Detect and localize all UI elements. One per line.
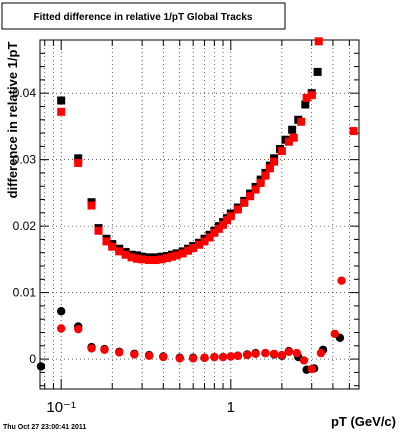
data-point: [261, 171, 270, 180]
data-point: [172, 251, 181, 260]
data-point: [226, 352, 235, 361]
data-point: [138, 255, 147, 264]
data-point: [108, 242, 117, 251]
y-axis-label: difference in relative 1/pT: [5, 42, 20, 199]
data-point: [159, 352, 168, 362]
data-point: [261, 348, 270, 358]
tick-labels: 0 0.01 0.02 0.03 0.04 10⁻¹ 1: [13, 86, 235, 416]
chart-title: Fitted difference in relative 1/pT Globa…: [34, 12, 253, 23]
data-point: [115, 348, 124, 357]
x-tick-label: 1: [227, 399, 235, 416]
data-point: [214, 224, 223, 233]
data-point: [151, 256, 160, 265]
data-point: [178, 249, 187, 258]
data-point: [127, 253, 136, 262]
data-point: [297, 117, 306, 126]
data-point: [284, 347, 294, 356]
data-point: [349, 127, 358, 136]
data-point: [133, 254, 142, 263]
data-point: [307, 91, 316, 100]
data-point: [167, 252, 176, 261]
data-point: [87, 201, 96, 210]
data-point: [240, 198, 249, 207]
data-point: [210, 228, 219, 237]
data-point: [277, 147, 286, 156]
data-point: [189, 244, 198, 253]
data-point: [130, 350, 139, 359]
data-point: [251, 185, 260, 194]
data-point: [162, 254, 171, 263]
data-point: [115, 247, 124, 256]
data-point: [233, 205, 242, 214]
data-point: [74, 158, 83, 167]
data-point: [145, 256, 154, 265]
y-tick-label: 0.02: [13, 219, 37, 233]
data-point: [100, 345, 109, 354]
data-point: [316, 348, 326, 358]
data-point: [205, 233, 214, 242]
data-point: [299, 356, 309, 365]
data-point: [251, 349, 260, 358]
data-point: [289, 133, 298, 142]
data-point: [94, 226, 103, 235]
y-tick-label: 0.03: [13, 153, 37, 167]
y-tick-label: 0.01: [13, 286, 37, 300]
data-point: [195, 240, 204, 249]
data-point: [337, 276, 346, 285]
plot-frame: [39, 39, 360, 390]
data-point: [243, 350, 252, 360]
data-point: [218, 352, 228, 362]
data-point: [233, 351, 243, 360]
data-point: [157, 255, 166, 264]
data-point: [284, 137, 293, 146]
data-point: [188, 354, 198, 363]
data-point: [184, 246, 193, 255]
data-point: [57, 96, 66, 105]
data-point: [219, 220, 228, 229]
data-point: [74, 154, 83, 163]
data-point: [265, 164, 274, 173]
y-tick-label: 0.04: [13, 86, 37, 100]
data-point: [36, 362, 46, 371]
data-point: [269, 349, 279, 358]
data-point: [307, 364, 316, 374]
data-point: [175, 354, 184, 363]
x-axis-label: pT (GeV/c): [331, 414, 396, 429]
data-point: [200, 353, 209, 362]
data-point: [102, 237, 111, 246]
data-point: [87, 344, 96, 353]
title-box: [1, 2, 286, 30]
data-marks: [36, 37, 358, 374]
data-point: [121, 250, 130, 259]
data-point: [57, 107, 66, 116]
data-point: [302, 93, 311, 102]
data-point: [330, 329, 339, 339]
data-point: [56, 324, 66, 333]
data-point: [270, 157, 279, 166]
data-point: [314, 37, 323, 46]
data-point: [246, 192, 255, 201]
data-point: [288, 125, 297, 134]
axis-ticks: [40, 40, 359, 389]
data-point: [56, 307, 66, 316]
data-point: [74, 324, 83, 334]
x-tick-label: 10⁻¹: [46, 399, 76, 416]
data-point: [210, 352, 219, 362]
data-point: [226, 212, 235, 221]
data-point: [301, 100, 310, 109]
data-point: [256, 178, 265, 187]
data-point: [200, 237, 209, 246]
timestamp: Thu Oct 27 23:00:41 2011: [3, 424, 86, 431]
data-point: [144, 351, 154, 360]
data-point: [313, 67, 322, 76]
data-point: [292, 348, 302, 358]
y-tick-label: 0: [29, 352, 36, 366]
data-point: [277, 350, 287, 360]
